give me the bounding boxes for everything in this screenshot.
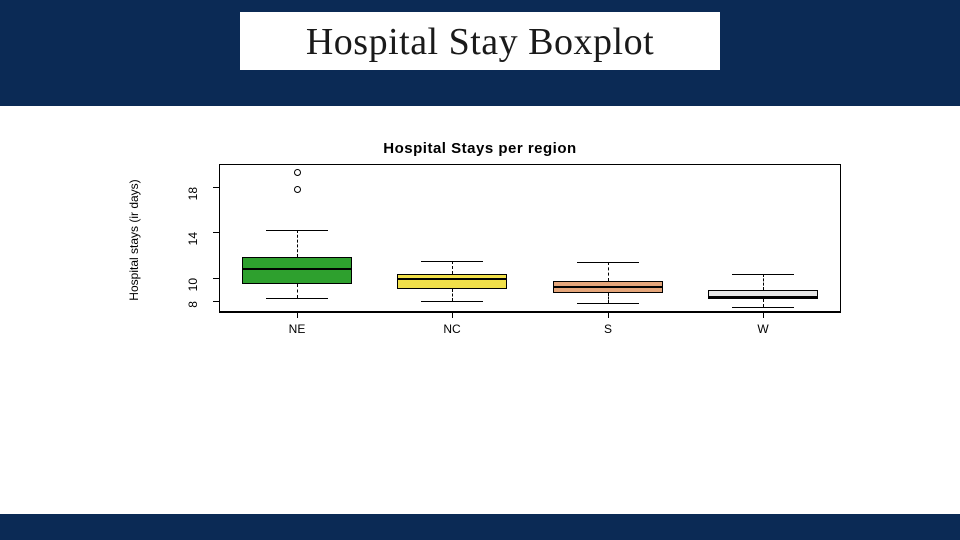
whisker-lower <box>763 299 764 307</box>
x-category-label: S <box>578 322 638 336</box>
box <box>397 274 507 289</box>
median-line <box>397 278 507 280</box>
y-axis <box>219 164 220 312</box>
whisker-upper <box>452 261 453 275</box>
y-tick <box>213 232 219 233</box>
x-tick <box>452 312 453 318</box>
outlier-point <box>294 169 301 176</box>
whisker-lower <box>297 284 298 299</box>
x-category-label: W <box>733 322 793 336</box>
chart-title: Hospital Stays per region <box>119 140 841 157</box>
boxplot-chart: Hospital Stays per region Hospital stays… <box>119 140 841 360</box>
x-tick <box>608 312 609 318</box>
median-line <box>708 296 818 298</box>
y-tick <box>213 187 219 188</box>
whisker-cap-upper <box>266 230 328 231</box>
outlier-point <box>294 186 301 193</box>
whisker-cap-lower <box>732 307 794 308</box>
slide: Hospital Stay Boxplot Hospital Stays per… <box>0 0 960 540</box>
whisker-upper <box>297 230 298 257</box>
whisker-lower <box>608 293 609 303</box>
whisker-cap-lower <box>266 298 328 299</box>
whisker-upper <box>608 262 609 281</box>
whisker-cap-upper <box>732 274 794 275</box>
x-tick <box>763 312 764 318</box>
x-category-label: NE <box>267 322 327 336</box>
y-axis-label: Hospital stays (ir days) <box>127 160 141 320</box>
whisker-cap-upper <box>577 262 639 263</box>
y-tick-label: 14 <box>186 232 200 248</box>
whisker-cap-lower <box>421 301 483 302</box>
box <box>242 257 352 283</box>
median-line <box>242 268 352 270</box>
y-tick <box>213 301 219 302</box>
x-axis <box>219 312 841 313</box>
median-line <box>553 286 663 288</box>
x-tick <box>297 312 298 318</box>
whisker-upper <box>763 274 764 290</box>
slide-title: Hospital Stay Boxplot <box>284 20 676 64</box>
whisker-cap-upper <box>421 261 483 262</box>
y-tick-label: 18 <box>186 187 200 203</box>
y-tick-label: 8 <box>186 301 200 317</box>
footer-bar <box>0 514 960 540</box>
y-tick-label: 10 <box>186 278 200 294</box>
whisker-lower <box>452 289 453 300</box>
x-category-label: NC <box>422 322 482 336</box>
whisker-cap-lower <box>577 303 639 304</box>
title-container: Hospital Stay Boxplot <box>240 12 720 70</box>
y-tick <box>213 278 219 279</box>
